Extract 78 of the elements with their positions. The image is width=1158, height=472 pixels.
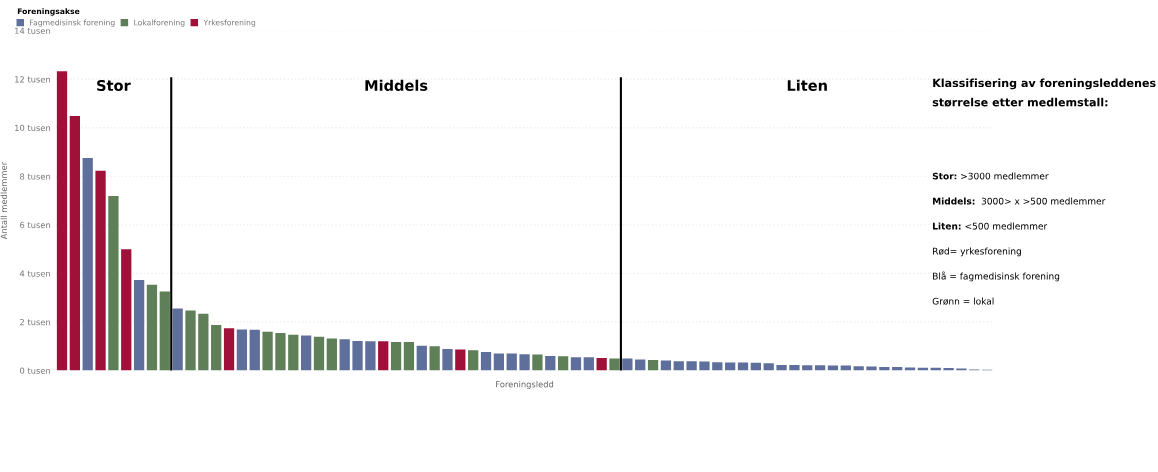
bar bbox=[789, 364, 800, 371]
annotation: Liten bbox=[787, 79, 827, 91]
bar bbox=[159, 291, 170, 371]
y-tick-label: 10 tusen bbox=[15, 124, 51, 132]
x-axis-title: Foreningsledd bbox=[496, 380, 554, 389]
bar bbox=[802, 365, 813, 371]
bar bbox=[596, 357, 607, 371]
annotation: Stor: >3000 medlemmer bbox=[932, 172, 1049, 180]
annotation: Rød= yrkesforening bbox=[933, 247, 1021, 257]
bar bbox=[403, 341, 415, 371]
bar bbox=[326, 338, 337, 371]
annotation: Klassifisering av foreningsleddenes størrelse etter medlemstall: bbox=[932, 78, 1156, 107]
bar bbox=[840, 365, 851, 371]
bar bbox=[480, 352, 492, 371]
bar bbox=[365, 341, 376, 371]
bar bbox=[108, 195, 119, 371]
bar bbox=[236, 329, 248, 371]
bar bbox=[493, 353, 505, 371]
y-tick-label: 8 tusen bbox=[20, 173, 51, 180]
bar bbox=[198, 313, 209, 371]
y-tick-label: 12 tusen bbox=[15, 76, 51, 83]
y-axis-title: Antall medlemmer bbox=[0, 161, 7, 240]
bar bbox=[545, 355, 556, 371]
bar bbox=[532, 354, 543, 371]
bar bbox=[146, 284, 158, 371]
bar bbox=[814, 365, 826, 371]
y-tick-label: 4 tusen bbox=[19, 270, 51, 277]
bar bbox=[95, 170, 106, 371]
bar bbox=[827, 365, 839, 371]
annotation: Middels bbox=[365, 79, 428, 91]
bar bbox=[185, 310, 196, 371]
annotation: Stor bbox=[97, 79, 131, 91]
bar bbox=[519, 354, 530, 371]
bar bbox=[121, 249, 132, 371]
bar bbox=[339, 339, 350, 371]
bar bbox=[313, 336, 325, 371]
bar bbox=[609, 358, 620, 371]
bar bbox=[763, 363, 774, 371]
bar bbox=[442, 348, 453, 371]
bar bbox=[699, 361, 710, 371]
bar bbox=[776, 364, 787, 371]
bar bbox=[712, 362, 723, 371]
y-tick-label: 6 tusen bbox=[20, 221, 51, 229]
bar bbox=[506, 353, 517, 371]
bar bbox=[56, 71, 68, 371]
y-tick-label: 0 tusen bbox=[20, 367, 51, 374]
bar bbox=[211, 324, 222, 371]
annotation: Blå = fagmedisinsk forening bbox=[933, 271, 1060, 282]
bar bbox=[249, 329, 260, 371]
bar bbox=[223, 328, 235, 371]
bar bbox=[262, 331, 273, 371]
bar bbox=[378, 341, 389, 371]
bar bbox=[133, 279, 145, 371]
bar bbox=[416, 345, 427, 371]
y-tick-label: 14 tusen bbox=[15, 27, 51, 34]
y-tick-label: 2 tusen bbox=[20, 318, 51, 326]
bar bbox=[583, 357, 594, 371]
bar bbox=[301, 335, 312, 371]
bar bbox=[570, 357, 582, 371]
bar bbox=[673, 361, 684, 371]
annotation: Middels: 3000> x >500 medlemmer bbox=[933, 197, 1106, 205]
annotation: Liten: <500 medlemmer bbox=[933, 222, 1048, 230]
bar bbox=[686, 361, 697, 371]
annotation: Grønn = lokal bbox=[932, 297, 994, 305]
bar bbox=[352, 340, 363, 371]
bar bbox=[275, 332, 286, 371]
bar bbox=[455, 349, 466, 371]
bar bbox=[622, 358, 633, 371]
bar bbox=[82, 158, 93, 371]
bar bbox=[557, 356, 569, 371]
bar bbox=[468, 350, 479, 371]
bar bbox=[172, 308, 183, 371]
bar bbox=[866, 366, 877, 371]
bar bbox=[390, 341, 402, 371]
bar bbox=[429, 346, 440, 371]
bar bbox=[647, 360, 659, 371]
bar bbox=[69, 115, 80, 371]
bar bbox=[288, 334, 299, 371]
